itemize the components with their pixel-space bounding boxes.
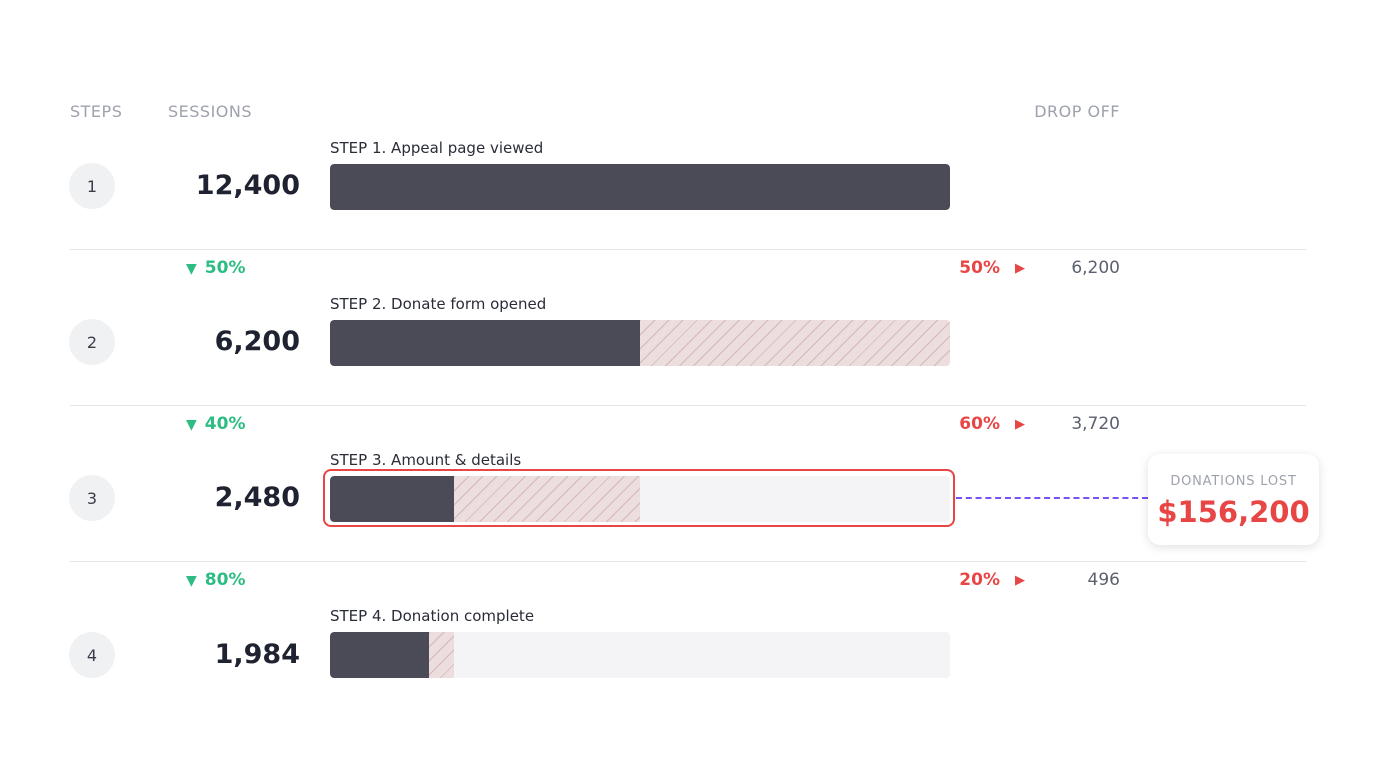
step-label: STEP 1. Appeal page viewed — [330, 139, 544, 157]
highlighted-step-outline — [323, 469, 955, 527]
play-triangle-icon: ▶ — [1015, 417, 1025, 432]
funnel-bar-track — [330, 476, 950, 522]
step-number-badge: 4 — [69, 632, 115, 678]
bar-sessions — [330, 320, 640, 366]
step-number-badge: 1 — [69, 163, 115, 209]
sessions-column-header: SESSIONS — [168, 102, 253, 121]
step-sessions-value: 1,984 — [214, 639, 300, 670]
drop-off-column-header: DROP OFF — [1034, 102, 1120, 121]
step-sessions-value: 2,480 — [214, 482, 300, 513]
step-number-badge: 2 — [69, 319, 115, 365]
conversion-rate: ▼ 80% — [186, 570, 246, 590]
bar-sessions — [330, 476, 454, 522]
bar-remaining — [640, 476, 950, 522]
drop-off-count: 3,720 — [1071, 414, 1120, 434]
callout-label: DONATIONS LOST — [1170, 474, 1297, 489]
callout-connector-line — [956, 497, 1148, 499]
drop-off-percent: 50% — [959, 258, 1000, 278]
drop-off-count: 496 — [1087, 570, 1120, 590]
conversion-rate: ▼ 40% — [186, 414, 246, 434]
funnel-bar-track — [330, 632, 950, 678]
callout-value: $156,200 — [1157, 495, 1310, 529]
bar-dropoff-hatch — [640, 320, 950, 366]
funnel-bar-track — [330, 320, 950, 366]
drop-off-count: 6,200 — [1071, 258, 1120, 278]
down-triangle-icon: ▼ — [186, 417, 197, 433]
funnel-bar-track — [330, 164, 950, 210]
down-triangle-icon: ▼ — [186, 261, 197, 277]
step-number-badge: 3 — [69, 475, 115, 521]
donations-lost-callout: DONATIONS LOST $156,200 — [1148, 454, 1319, 545]
step-label: STEP 3. Amount & details — [330, 451, 522, 469]
conversion-rate: ▼ 50% — [186, 258, 246, 278]
bar-sessions — [330, 164, 950, 210]
step-label: STEP 2. Donate form opened — [330, 295, 547, 313]
bar-remaining — [454, 632, 950, 678]
bar-dropoff-hatch — [429, 632, 454, 678]
step-sessions-value: 12,400 — [195, 170, 300, 201]
row-divider — [70, 405, 1306, 406]
drop-off-percent: 60% — [959, 414, 1000, 434]
play-triangle-icon: ▶ — [1015, 261, 1025, 276]
step-label: STEP 4. Donation complete — [330, 607, 535, 625]
down-triangle-icon: ▼ — [186, 573, 197, 589]
drop-off-percent: 20% — [959, 570, 1000, 590]
steps-column-header: STEPS — [70, 102, 123, 121]
play-triangle-icon: ▶ — [1015, 573, 1025, 588]
row-divider — [70, 561, 1306, 562]
step-sessions-value: 6,200 — [214, 326, 300, 357]
row-divider — [70, 249, 1306, 250]
bar-sessions — [330, 632, 429, 678]
bar-dropoff-hatch — [454, 476, 640, 522]
